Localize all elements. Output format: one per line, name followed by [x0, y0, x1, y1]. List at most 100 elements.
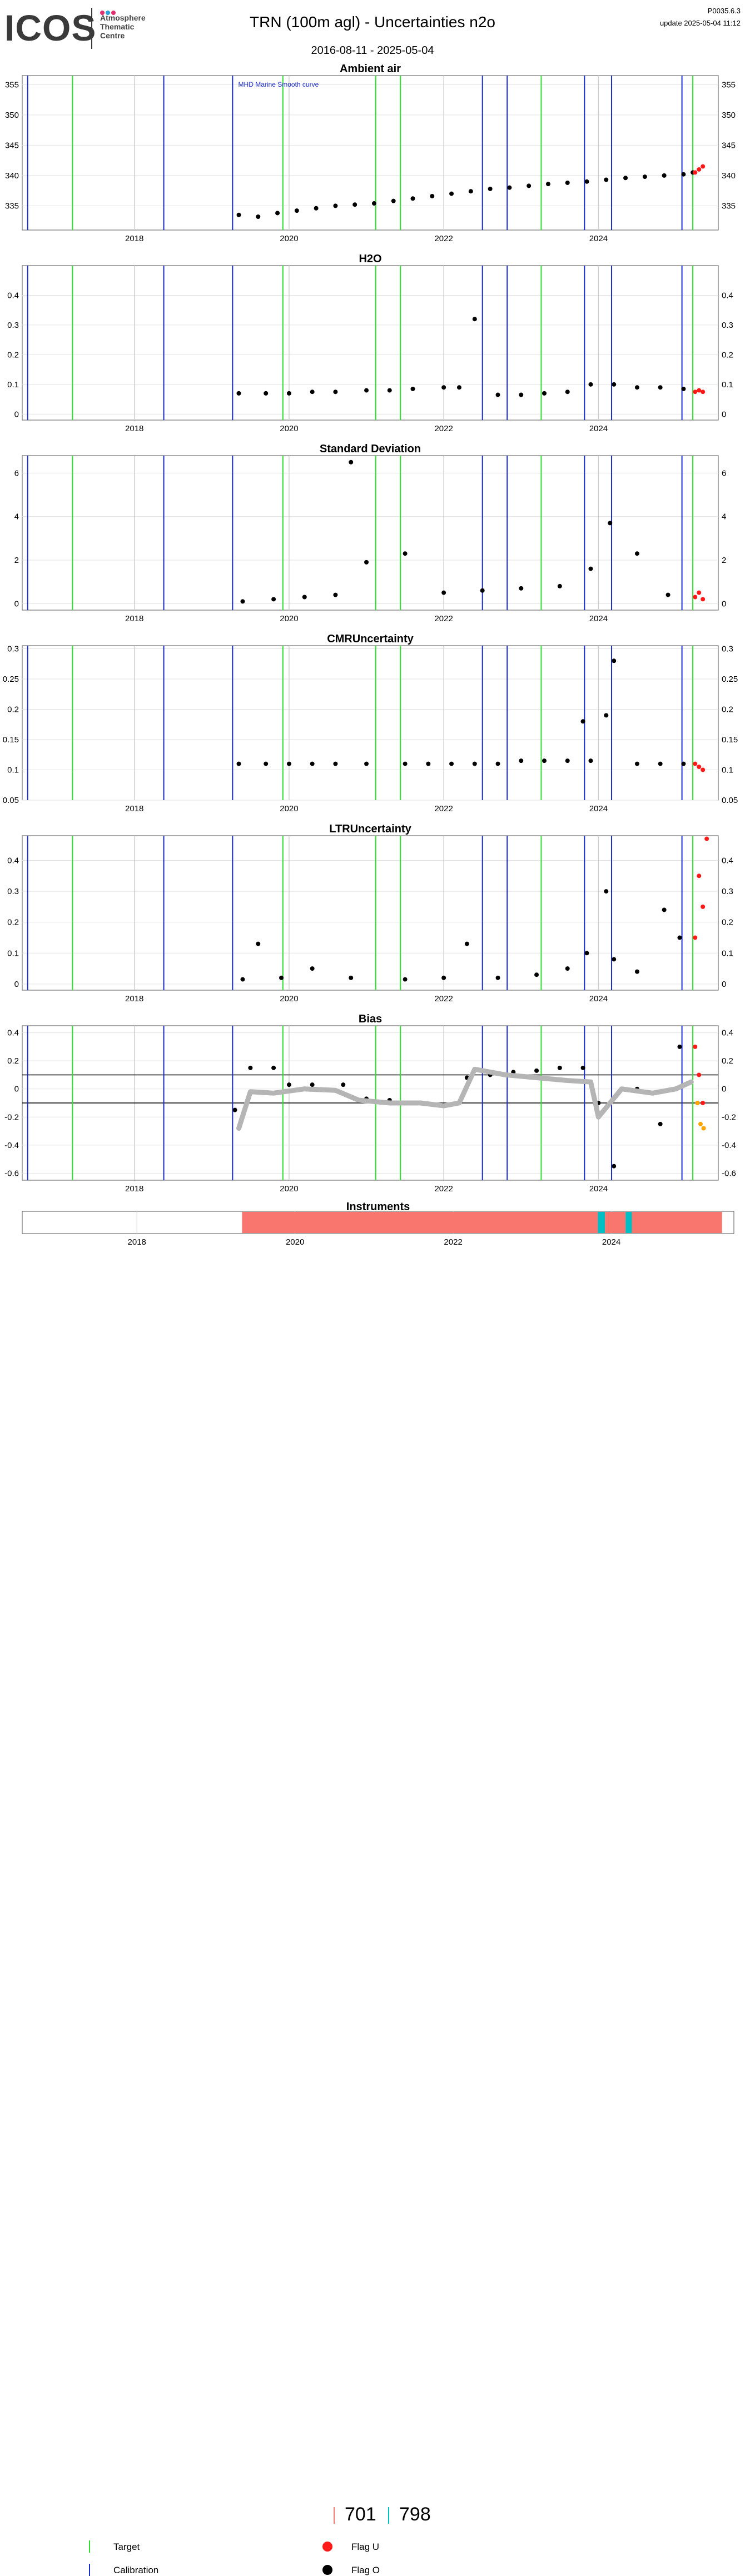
- flag-u-point: [697, 873, 702, 878]
- flag-o-point: [430, 193, 435, 198]
- y-tick-label: 0.15: [722, 735, 738, 745]
- flag-u-legend-icon: [322, 2542, 332, 2552]
- y-tick-label: 0.4: [722, 291, 733, 300]
- chart-title: Standard Deviation: [320, 443, 421, 455]
- flag-o-point: [612, 957, 617, 962]
- flag-o-point: [545, 182, 550, 187]
- flag-o-point: [271, 597, 276, 602]
- logo-divider: [91, 8, 92, 49]
- flag-o-point: [403, 977, 408, 982]
- flag-o-point: [441, 975, 446, 980]
- x-tick-label: 2022: [434, 804, 453, 813]
- y-tick-label: 0: [722, 1085, 726, 1094]
- flag-o-point: [534, 972, 539, 977]
- flag-o-point: [565, 390, 570, 395]
- flag-o-point: [264, 391, 269, 396]
- flag-o-point: [642, 174, 647, 179]
- y-tick-label: 0: [14, 410, 19, 419]
- y-tick-label: -0.6: [4, 1169, 19, 1178]
- flag-o-point: [275, 211, 280, 216]
- flag-o-point: [658, 385, 663, 390]
- logo-wordmark: ICOS: [4, 7, 97, 48]
- x-tick-label: 2020: [280, 614, 298, 623]
- flag-o-point: [588, 566, 593, 571]
- flag-u-legend-label: Flag U: [351, 2542, 380, 2552]
- logo-dots-icon: [100, 8, 117, 15]
- flag-o-point: [349, 975, 354, 980]
- plot-frame: [22, 75, 719, 231]
- y-tick-label: 0.1: [7, 765, 19, 775]
- instruments-title: Instruments: [346, 1201, 410, 1213]
- target-legend-icon: [89, 2540, 90, 2553]
- version-label: P0035.6.3: [707, 7, 741, 15]
- flag-o-point: [634, 761, 639, 766]
- y-tick-label: 350: [5, 111, 19, 120]
- flag-o-point: [468, 189, 473, 194]
- y-tick-label: 2: [14, 556, 19, 565]
- y-tick-label: 0.1: [7, 948, 19, 958]
- x-tick-label: 2022: [434, 424, 453, 433]
- flag-o-point: [341, 1082, 346, 1087]
- flag-o-point: [472, 317, 477, 322]
- page-title: TRN (100m agl) - Uncertainties n2o: [250, 13, 495, 31]
- y-tick-label: 6: [722, 468, 726, 478]
- x-tick-label: 2020: [280, 804, 298, 813]
- flag-o-point: [286, 1082, 291, 1087]
- flag-o-point: [364, 560, 369, 565]
- flag-o-point: [608, 521, 613, 526]
- y-tick-label: 0.3: [722, 887, 733, 896]
- chart-panel-3: CMRUncertainty 0.05 0.05 0.1 0.1 0.15 0.15 0.2 0…: [3, 633, 738, 813]
- flag-o-point: [488, 186, 493, 191]
- x-tick-label: 2022: [434, 994, 453, 1004]
- y-tick-label: 0.05: [3, 796, 19, 805]
- flag-o-point: [495, 975, 500, 980]
- flag-u-point: [701, 904, 706, 909]
- instrument-segment-798: [598, 1212, 605, 1233]
- charts-canvas: Ambient air 335 335 340 340 345 345 350 350 355 35…: [3, 63, 738, 1247]
- instrument-701-count: 701: [345, 2504, 376, 2525]
- flag-o-point: [534, 1068, 539, 1073]
- flag-o-point: [333, 203, 338, 208]
- flag-o-point: [449, 191, 454, 196]
- flag-o-point: [449, 761, 454, 766]
- legend: 701 798 Target Calibration Flag U Flag O: [0, 1250, 745, 2576]
- y-tick-label: 0.4: [7, 291, 19, 300]
- x-tick-label: 2018: [125, 424, 143, 433]
- flag-o-point: [236, 761, 241, 766]
- x-tick-label: 2018: [125, 234, 143, 243]
- flag-o-point: [658, 761, 663, 766]
- x-tick-label: 2018: [125, 614, 143, 623]
- x-tick-label: 2024: [589, 614, 608, 623]
- flag-o-point: [364, 761, 369, 766]
- flag-o-point: [410, 196, 415, 201]
- chart-panel-5: Bias -0.6 -0.6 -0.4 -0.4 -0.2 -0.2 0 0 0.2 0.2 0.4 0…: [4, 1013, 736, 1194]
- flag-u-point: [693, 390, 698, 395]
- y-tick-label: -0.2: [4, 1112, 19, 1122]
- y-tick-label: 0.2: [7, 705, 19, 714]
- flag-o-point: [681, 761, 686, 766]
- flag-u-point: [693, 170, 698, 175]
- chart-panel-4: LTRUncertainty 0 0 0.1 0.1 0.2 0.2 0.3 0.3 0.4 0.4…: [7, 823, 733, 1004]
- y-tick-label: -0.6: [722, 1169, 736, 1178]
- flag-u-point: [693, 595, 698, 600]
- flag-o-point: [391, 198, 396, 203]
- flag-o-point: [588, 382, 593, 387]
- chart-title: Bias: [359, 1013, 382, 1025]
- y-tick-label: 0.2: [722, 350, 733, 360]
- flag-u-point: [704, 836, 709, 841]
- flag-u-point: [697, 388, 702, 393]
- flag-o-point: [472, 761, 477, 766]
- x-tick-label: 2024: [589, 424, 608, 433]
- flag-o-point: [236, 212, 241, 217]
- y-tick-label: 0.3: [7, 321, 19, 330]
- y-tick-label: 2: [722, 556, 726, 565]
- flag-o-point: [495, 761, 500, 766]
- flag-o-point: [519, 586, 524, 591]
- flag-o-point: [658, 1121, 663, 1126]
- header: ICOS Atmosphere Thematic Centre TRN (100…: [0, 0, 745, 61]
- chart-panel-0: Ambient air 335 335 340 340 345 345 350 350 355 35…: [5, 63, 736, 243]
- flag-o-point: [294, 208, 299, 213]
- x-tick-label: 2024: [589, 234, 608, 243]
- instruments-tick-label: 2018: [128, 1237, 146, 1247]
- flag-u-point: [693, 761, 698, 766]
